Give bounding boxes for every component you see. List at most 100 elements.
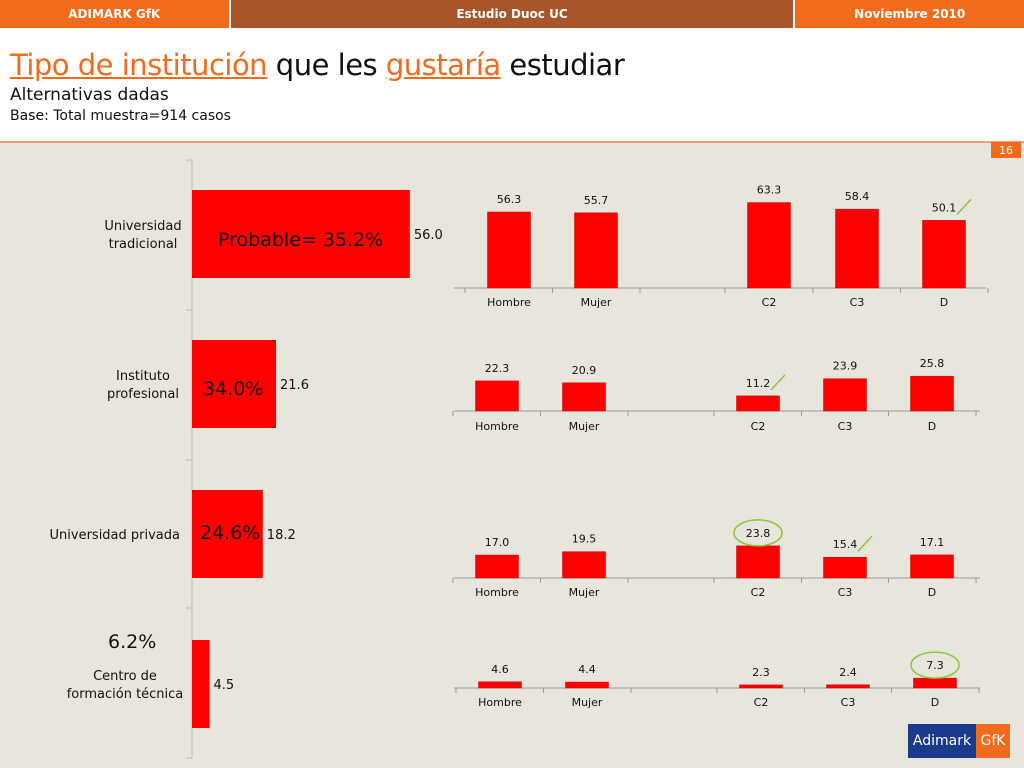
mini-category-label: Mujer — [569, 586, 600, 599]
left-bar — [192, 640, 210, 728]
mini-bar-value: 2.4 — [839, 666, 857, 679]
mini-category-label: Hombre — [478, 696, 522, 709]
mini-bar-value: 19.5 — [572, 533, 597, 546]
mini-category-label: Hombre — [487, 296, 531, 309]
mini-category-label: C3 — [841, 696, 856, 709]
highlight-circle-icon — [910, 651, 960, 679]
logo-right: GfK — [976, 724, 1010, 758]
mini-bar-value: 22.3 — [485, 362, 510, 375]
highlight-circle-icon — [733, 519, 783, 547]
mini-bar-value: 2.3 — [752, 666, 770, 679]
mini-bar — [736, 545, 780, 579]
mini-category-label: Hombre — [475, 420, 519, 433]
title-text-2: estudiar — [500, 48, 625, 82]
mini-bar — [574, 212, 618, 289]
mini-bar — [747, 202, 791, 289]
mini-bar — [562, 382, 606, 412]
study-label: Estudio Duoc UC — [228, 0, 796, 28]
left-bar-value: 56.0 — [414, 228, 443, 243]
mini-category-label: C3 — [850, 296, 865, 309]
slide-header: Tipo de institución que les gustaría est… — [0, 28, 1024, 143]
left-bar-annotation: 24.6% — [200, 522, 260, 544]
left-category-label: formación técnica — [67, 687, 184, 702]
left-category-label: Universidad — [104, 219, 181, 234]
date-label: Noviembre 2010 — [795, 0, 1024, 28]
left-bar-annotation: 34.0% — [203, 378, 263, 400]
mini-bar-value: 20.9 — [572, 364, 597, 377]
mini-bar — [736, 395, 780, 412]
check-mark-icon — [956, 198, 972, 215]
left-category-label: Centro de — [93, 669, 157, 684]
left-bar-annotation: Probable= 35.2% — [218, 229, 383, 251]
top-bar: ADIMARK GfK Estudio Duoc UC Noviembre 20… — [0, 0, 1024, 28]
left-category-label: profesional — [107, 387, 179, 402]
mini-bar-value: 17.0 — [485, 536, 510, 549]
check-mark-icon — [857, 535, 873, 552]
mini-bar — [478, 681, 522, 689]
adimark-gfk-logo: Adimark GfK — [908, 724, 1010, 758]
mini-bar — [487, 211, 531, 289]
sample-base: Base: Total muestra=914 casos — [10, 108, 231, 124]
slide-subtitle: Alternativas dadas — [10, 85, 169, 105]
left-bar — [192, 490, 263, 578]
mini-bar — [823, 556, 867, 579]
mini-category-label: D — [928, 586, 936, 599]
mini-bar — [835, 208, 879, 289]
mini-category-label: Mujer — [581, 296, 612, 309]
mini-bar-value: 55.7 — [584, 194, 609, 207]
mini-bar-value: 63.3 — [757, 184, 782, 197]
mini-bar-value: 4.4 — [578, 663, 596, 676]
mini-bar-value: 17.1 — [920, 536, 945, 549]
mini-category-label: D — [940, 296, 948, 309]
left-bar-annotation: 6.2% — [108, 631, 156, 653]
mini-bar-value: 11.2 — [746, 377, 771, 390]
mini-bar — [565, 681, 609, 689]
mini-bar — [910, 554, 954, 579]
page-number: 16 — [991, 142, 1021, 158]
mini-bar — [922, 220, 966, 289]
mini-category-label: C2 — [762, 296, 777, 309]
left-bar-value: 21.6 — [280, 378, 309, 393]
mini-bar — [739, 684, 783, 689]
mini-bar — [823, 378, 867, 412]
left-bar — [192, 340, 277, 428]
mini-bar — [910, 375, 954, 412]
mini-bar — [826, 684, 870, 689]
mini-bar-value: 7.3 — [926, 659, 944, 672]
title-highlight-2: gustaría — [385, 48, 501, 82]
mini-bar-value: 56.3 — [497, 193, 522, 206]
mini-category-label: C2 — [751, 420, 766, 433]
mini-bar-value: 25.8 — [920, 357, 945, 370]
mini-category-label: C3 — [838, 586, 853, 599]
company-label: ADIMARK GfK — [0, 0, 229, 28]
mini-bar-value: 58.4 — [845, 190, 870, 203]
mini-bar-value: 50.1 — [932, 201, 957, 214]
left-bar-value: 4.5 — [214, 678, 235, 693]
mini-category-label: Mujer — [572, 696, 603, 709]
mini-category-label: C3 — [838, 420, 853, 433]
mini-category-label: Hombre — [475, 586, 519, 599]
mini-bar-value: 4.6 — [491, 663, 509, 676]
left-bar-value: 18.2 — [267, 528, 296, 543]
mini-bar-value: 23.8 — [746, 527, 771, 540]
mini-bar — [475, 554, 519, 579]
mini-category-label: D — [928, 420, 936, 433]
mini-bar — [913, 677, 957, 689]
mini-category-label: C2 — [754, 696, 769, 709]
logo-left: Adimark — [908, 724, 976, 758]
mini-category-label: C2 — [751, 586, 766, 599]
mini-bar — [475, 380, 519, 412]
mini-bar — [562, 551, 606, 579]
left-category-label: Universidad privada — [50, 528, 180, 543]
left-category-label: Instituto — [116, 369, 170, 384]
title-highlight-1: Tipo de institución — [10, 48, 268, 82]
mini-category-label: D — [931, 696, 939, 709]
mini-bar-value: 23.9 — [833, 360, 858, 373]
left-category-label: tradicional — [109, 237, 178, 252]
mini-bar-value: 15.4 — [833, 538, 858, 551]
check-mark-icon — [770, 374, 786, 391]
left-bar — [192, 190, 410, 278]
title-text-1: que les — [267, 48, 386, 82]
mini-category-label: Mujer — [569, 420, 600, 433]
